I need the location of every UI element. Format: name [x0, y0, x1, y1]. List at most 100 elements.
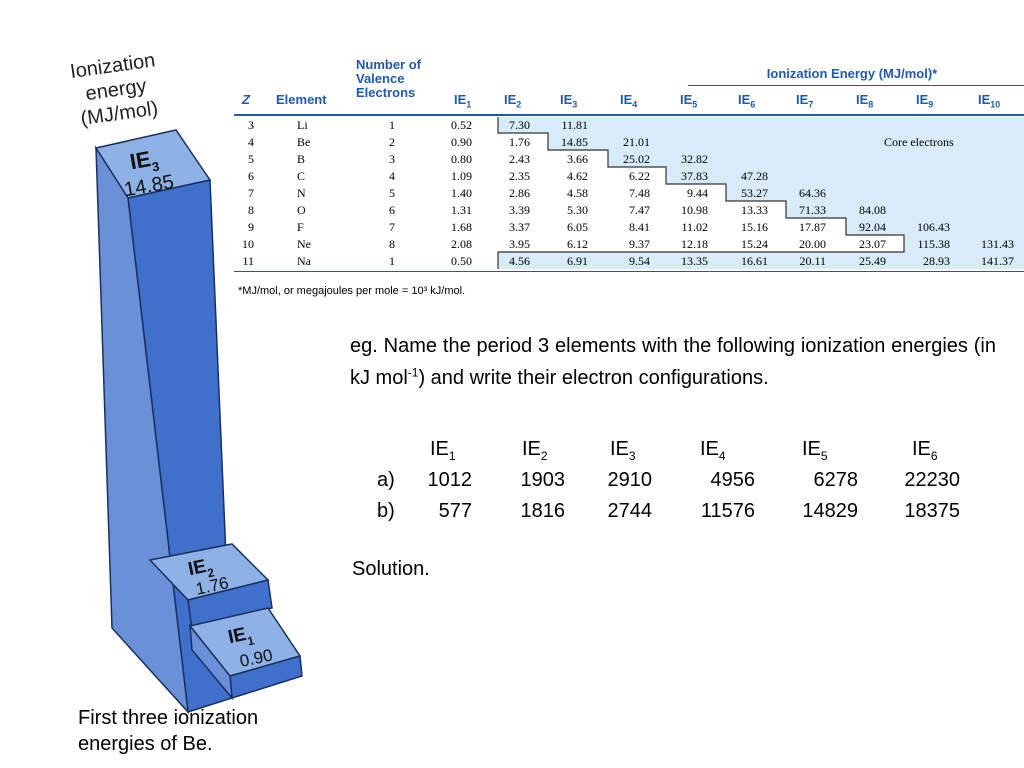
question-row-label: b): [377, 500, 395, 522]
question-value-ie1: 1012: [427, 469, 473, 491]
core-band: [846, 218, 1024, 235]
table-cell-valence: 2: [389, 135, 395, 149]
question-header-ie2: IE2: [522, 438, 548, 463]
table-cell-z: 11: [242, 254, 254, 268]
ie1-bar-side: [189, 623, 233, 701]
table-cell-ie3: 14.85: [561, 135, 588, 149]
header-rule: [234, 114, 1024, 116]
table-cell-ie4: 7.47: [629, 203, 650, 217]
table-cell-ie6: 13.33: [741, 203, 768, 217]
question-value-ie3: 2910: [607, 469, 653, 491]
table-cell-ie4: 6.22: [629, 169, 650, 183]
table-cell-ie8: 92.04: [859, 220, 886, 234]
core-band: [498, 117, 1024, 133]
table-cell-ie7: 17.87: [799, 220, 826, 234]
table-cell-ie2: 2.35: [509, 169, 530, 183]
col-header-valence: Number of Valence Electrons: [356, 58, 421, 100]
table-cell-ie1: 1.40: [451, 186, 472, 200]
question-header-ie4: IE4: [700, 438, 726, 463]
table-cell-ie1: 1.09: [451, 169, 472, 183]
col-header-valence-line: Valence: [356, 71, 405, 86]
table-bottom-rule: [234, 271, 1024, 272]
table-cell-ie8: 84.08: [859, 203, 886, 217]
col-header-valence-line: Electrons: [356, 85, 416, 100]
table-cell-ie1: 0.80: [451, 152, 472, 166]
table-cell-ie5: 10.98: [681, 203, 708, 217]
col-header-ie3: IE3: [560, 92, 578, 110]
table-cell-element: O: [297, 203, 306, 217]
table-cell-valence: 1: [389, 118, 395, 132]
table-cell-ie6: 47.28: [741, 169, 768, 183]
table-cell-element: N: [297, 186, 306, 200]
table-cell-z: 7: [248, 186, 254, 200]
table-cell-ie4: 9.54: [629, 254, 650, 268]
table-cell-ie3: 4.58: [567, 186, 588, 200]
table-cell-valence: 7: [389, 220, 395, 234]
question-value-ie3: 2744: [607, 500, 653, 522]
table-cell-ie5: 37.83: [681, 169, 708, 183]
ie2-bar-front: [187, 579, 273, 631]
table-cell-ie4: 7.48: [629, 186, 650, 200]
table-cell-ie7: 64.36: [799, 186, 826, 200]
table-cell-ie1: 2.08: [451, 237, 472, 251]
table-cell-ie7: 71.33: [799, 203, 826, 217]
question-row-label: a): [377, 469, 395, 491]
table-cell-element: Na: [297, 254, 311, 268]
table-cell-ie2: 3.95: [509, 237, 530, 251]
table-cell-ie1: 0.52: [451, 118, 472, 132]
table-cell-ie6: 15.16: [741, 220, 768, 234]
core-band: [786, 201, 1024, 218]
col-header-valence-line: Number of: [356, 57, 421, 72]
col-header-ie6: IE6: [738, 92, 756, 110]
table-cell-ie1: 0.90: [451, 135, 472, 149]
table-cell-ie3: 6.91: [567, 254, 588, 268]
table-cell-ie6: 15.24: [741, 237, 768, 251]
table-cell-ie2: 7.30: [509, 118, 530, 132]
table-cell-ie4: 9.37: [629, 237, 650, 251]
question-value-ie4: 4956: [710, 469, 756, 491]
col-header-element: Element: [276, 92, 327, 107]
question-value-ie4: 11576: [700, 500, 755, 522]
table-cell-ie7: 20.11: [799, 254, 826, 268]
table-cell-ie2: 2.43: [509, 152, 530, 166]
table-cell-ie7: 20.00: [799, 237, 826, 251]
table-cell-ie1: 0.50: [451, 254, 472, 268]
question-value-ie2: 1903: [520, 469, 566, 491]
table-cell-ie9: 115.38: [917, 237, 950, 251]
table-cell-z: 9: [248, 220, 254, 234]
table-cell-element: C: [297, 169, 306, 183]
question-text: eg. Name the period 3 elements with the …: [350, 330, 996, 394]
table-cell-ie10: 131.43: [981, 237, 1014, 251]
table-cell-z: 6: [248, 169, 254, 183]
table-cell-ie3: 6.05: [567, 220, 588, 234]
core-band: [608, 150, 1024, 167]
super-header-rule: [688, 85, 1024, 86]
question-value-ie5: 6278: [813, 469, 859, 491]
col-header-ie5: IE5: [680, 92, 698, 110]
table-cell-ie3: 11.81: [561, 118, 588, 132]
table-cell-ie1: 1.31: [451, 203, 472, 217]
table-cell-ie5: 12.18: [681, 237, 708, 251]
core-staircase: [497, 117, 905, 269]
table-cell-ie2: 4.56: [509, 254, 530, 268]
table-cell-ie1: 1.68: [451, 220, 472, 234]
table-cell-z: 5: [248, 152, 254, 166]
table-cell-ie4: 21.01: [623, 135, 650, 149]
col-header-z: Z: [242, 92, 250, 107]
table-super-header: Ionization Energy (MJ/mol)*: [766, 66, 938, 81]
table-cell-ie8: 25.49: [859, 254, 886, 268]
ionization-bar-figure: Ionization energy (MJ/mol) IE3 14.85 IE2…: [0, 0, 320, 755]
question-header-ie6: IE6: [912, 438, 938, 463]
question-text-part: ) and write their electron configuration…: [418, 367, 769, 389]
core-band: [904, 235, 1024, 252]
table-cell-ie3: 4.62: [567, 169, 588, 183]
table-cell-element: B: [297, 152, 306, 166]
table-cell-ie5: 9.44: [687, 186, 708, 200]
table-cell-z: 8: [248, 203, 254, 217]
question-value-ie2: 1816: [520, 500, 566, 522]
table-cell-ie2: 2.86: [509, 186, 530, 200]
question-value-ie1: 577: [438, 500, 472, 522]
col-header-ie7: IE7: [796, 92, 814, 110]
table-cell-valence: 3: [389, 152, 395, 166]
col-header-ie9: IE9: [916, 92, 934, 110]
